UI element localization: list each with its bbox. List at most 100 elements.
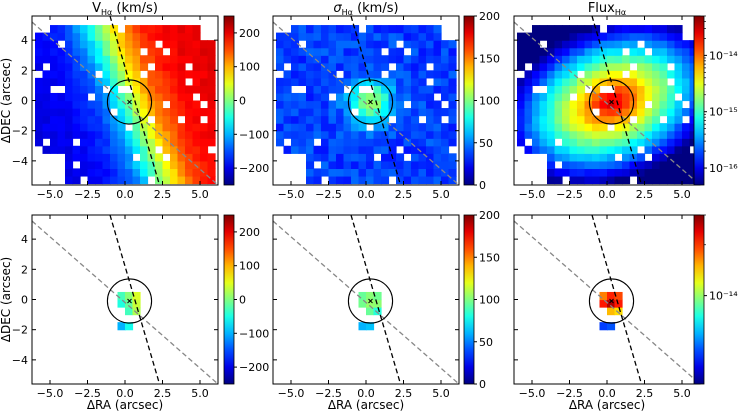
map-pixel — [132, 168, 141, 177]
map-pixel — [162, 40, 171, 49]
map-pixel — [584, 55, 593, 64]
map-pixel — [72, 108, 81, 117]
map-pixel — [72, 62, 81, 71]
map-pixel — [306, 130, 315, 139]
map-pixel — [321, 85, 330, 94]
map-pixel — [366, 92, 375, 102]
map-pixel — [313, 175, 322, 185]
map-pixel — [65, 160, 74, 170]
map-pixel — [433, 175, 442, 185]
map-pixel — [682, 62, 691, 71]
map-pixel — [336, 47, 345, 56]
map-pixel — [185, 92, 194, 102]
map-pixel — [418, 85, 427, 94]
map-pixel — [532, 77, 541, 87]
map-pixel — [95, 153, 104, 162]
map-pixel — [155, 130, 164, 139]
map-pixel — [283, 145, 292, 154]
map-pixel — [192, 175, 201, 185]
map-pixel — [147, 70, 156, 79]
map-pixel — [343, 108, 352, 117]
map-pixel — [524, 145, 533, 154]
map-pixel — [584, 100, 593, 109]
map-pixel — [532, 130, 541, 139]
map-pixel — [562, 32, 571, 41]
map-pixel — [554, 32, 563, 41]
colorbar-tick-label: 0 — [239, 294, 246, 307]
map-pixel — [539, 32, 548, 41]
map-pixel — [622, 40, 631, 49]
map-pixel — [607, 55, 616, 64]
map-pixel — [667, 160, 676, 170]
map-pixel — [306, 32, 315, 41]
map-pixel — [599, 145, 608, 154]
map-pixel — [95, 92, 104, 102]
map-pixel — [35, 62, 44, 71]
map-pixel — [577, 77, 586, 87]
map-pixel — [125, 153, 134, 162]
map-pixel — [652, 175, 661, 185]
map-pixel — [644, 62, 653, 71]
map-pixel — [652, 168, 661, 177]
map-pixel — [80, 70, 89, 79]
map-pixel — [607, 168, 616, 177]
map-pixel — [607, 299, 616, 308]
map-pixel — [524, 115, 533, 124]
map-pixel — [554, 123, 563, 132]
map-pixel — [607, 145, 616, 154]
map-pixel — [554, 40, 563, 49]
map-pixel — [366, 175, 375, 185]
map-pixel — [57, 77, 66, 87]
map-pixel — [177, 62, 186, 71]
map-pixel — [291, 145, 300, 154]
map-pixel — [403, 123, 412, 132]
colorbar-tick-label: 150 — [479, 251, 500, 264]
map-pixel — [185, 100, 194, 109]
map-pixel — [418, 55, 427, 64]
map-pixel — [276, 32, 285, 41]
y-tick-label: 2 — [21, 64, 28, 77]
map-pixel — [321, 47, 330, 56]
map-pixel — [644, 32, 653, 41]
map-pixel — [667, 47, 676, 56]
map-pixel — [125, 322, 134, 331]
map-pixel — [343, 77, 352, 87]
map-pixel — [57, 123, 66, 132]
panel-flux-row0 — [514, 16, 700, 185]
map-pixel — [72, 47, 81, 56]
map-pixel — [291, 55, 300, 64]
map-pixel — [418, 130, 427, 139]
map-pixel — [125, 100, 134, 109]
map-pixel — [667, 92, 676, 102]
map-pixel — [584, 40, 593, 49]
map-pixel — [652, 153, 661, 162]
map-pixel — [554, 55, 563, 64]
map-pixel — [298, 138, 307, 147]
map-pixel — [132, 47, 141, 56]
map-pixel — [102, 130, 111, 139]
map-pixel — [418, 32, 427, 41]
map-pixel — [87, 175, 96, 185]
map-pixel — [185, 55, 194, 64]
map-pixel — [162, 55, 171, 64]
map-pixel — [403, 25, 412, 34]
map-pixel — [351, 168, 360, 177]
map-pixel — [539, 108, 548, 117]
map-pixel — [283, 100, 292, 109]
map-pixel — [336, 32, 345, 41]
map-pixel — [306, 138, 315, 147]
map-pixel — [328, 25, 337, 34]
map-pixel — [418, 108, 427, 117]
map-pixel — [276, 100, 285, 109]
map-pixel — [72, 153, 81, 162]
map-pixel — [614, 168, 623, 177]
map-pixel — [547, 32, 556, 41]
map-pixel — [162, 92, 171, 102]
map-pixel — [433, 32, 442, 41]
map-pixel — [674, 153, 683, 162]
map-pixel — [599, 77, 608, 87]
map-pixel — [433, 40, 442, 49]
map-pixel — [539, 138, 548, 147]
map-pixel — [110, 77, 119, 87]
map-pixel — [343, 55, 352, 64]
